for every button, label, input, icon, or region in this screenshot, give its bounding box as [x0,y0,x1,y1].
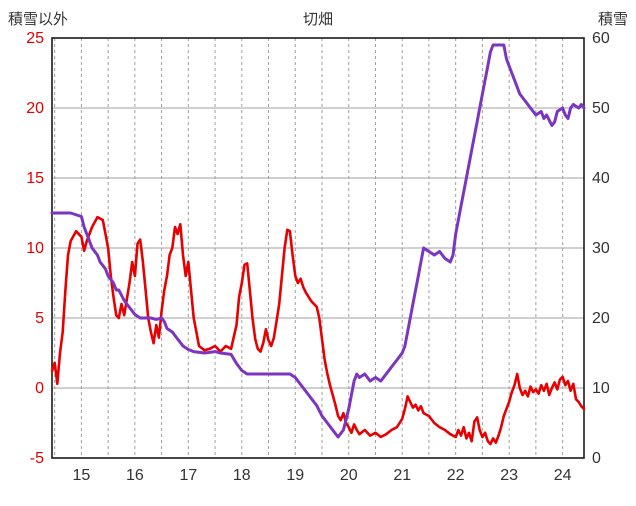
x-axis-tick-label: 21 [393,467,411,484]
x-axis-tick-label: 20 [340,467,358,484]
right-axis-tick-label: 20 [592,310,610,327]
x-axis-tick-label: 19 [286,467,304,484]
x-axis-tick-label: 15 [73,467,91,484]
x-axis-tick-label: 17 [179,467,197,484]
left-axis-tick-label: 5 [35,310,44,327]
x-axis-tick-label: 23 [500,467,518,484]
x-axis-tick-label: 16 [126,467,144,484]
right-axis-tick-label: 10 [592,380,610,397]
x-axis-tick-label: 24 [554,467,572,484]
left-axis-tick-label: 20 [26,100,44,117]
red-series-line [50,215,586,446]
right-axis-tick-label: 60 [592,30,610,47]
x-axis-tick-label: 18 [233,467,251,484]
left-axis-tick-label: -5 [30,450,44,467]
purple-series-line [50,43,586,439]
left-axis-tick-label: 25 [26,30,44,47]
right-axis-label: 積雪 [597,11,628,28]
chart-title: 切畑 [302,11,333,28]
left-axis-tick-label: 15 [26,170,44,187]
right-axis-tick-label: 40 [592,170,610,187]
left-axis-label: 積雪以外 [8,11,69,28]
left-axis-tick-label: 0 [35,380,44,397]
x-axis-tick-label: 22 [447,467,465,484]
plot-border [51,37,585,459]
right-axis-tick-label: 30 [592,240,610,257]
right-axis-tick-label: 0 [592,450,601,467]
left-axis-tick-label: 10 [26,240,44,257]
right-axis-tick-label: 50 [592,100,610,117]
